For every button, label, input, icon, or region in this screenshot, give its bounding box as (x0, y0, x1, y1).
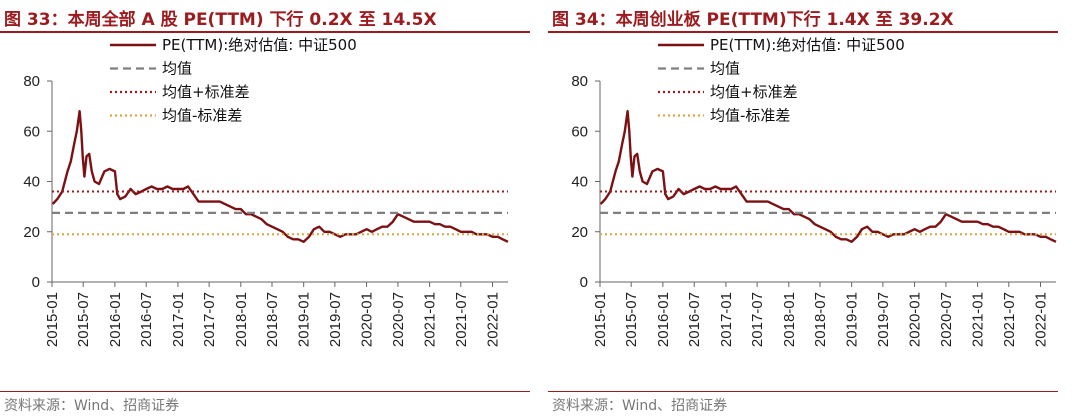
y-tick-label: 80 (571, 73, 588, 90)
x-tick-label: 2020-07 (938, 292, 955, 347)
source-rule (548, 391, 1058, 392)
x-tick-label: 2015-07 (623, 292, 640, 347)
x-tick-label: 2021-07 (1001, 292, 1018, 347)
legend-label: 均值-标准差 (162, 107, 242, 125)
title-rule (0, 31, 530, 33)
x-tick-label: 2022-01 (1032, 292, 1049, 347)
x-tick-label: 2017-01 (170, 292, 187, 347)
y-tick-label: 60 (571, 123, 588, 140)
y-tick-label: 20 (571, 224, 588, 241)
y-tick-label: 60 (23, 123, 40, 140)
line-chart-right: 0 20 40 60 80 2015-01 2015-07 2016-01 2016-07 201… (571, 36, 1057, 347)
y-tick-label: 0 (32, 274, 40, 291)
source-rule (0, 391, 530, 392)
x-tick-label: 2021-01 (970, 292, 987, 347)
x-tick-label: 2020-07 (390, 292, 407, 347)
chart-title: 图 34：本周创业板 PE(TTM)下行 1.4X 至 39.2X (552, 10, 954, 30)
series-line-pe-ttm (51, 109, 509, 244)
x-tick-label: 2019-07 (875, 292, 892, 347)
legend-label: 均值+标准差 (162, 83, 250, 101)
source-note: 资料来源：Wind、招商证券 (4, 398, 180, 414)
x-tick-label: 2018-07 (812, 292, 829, 347)
x-tick-label: 2018-01 (233, 292, 250, 347)
x-tick-label: 2016-01 (655, 292, 672, 347)
y-tick-label: 80 (23, 73, 40, 90)
x-tick-label: 2019-07 (327, 292, 344, 347)
x-tick-label: 2021-01 (422, 292, 439, 347)
legend-label: 均值 (710, 60, 740, 78)
chart-title: 图 33：本周全部 A 股 PE(TTM) 下行 0.2X 至 14.5X (4, 10, 437, 30)
y-tick-label: 0 (580, 274, 588, 291)
x-tick-label: 2018-01 (781, 292, 798, 347)
x-tick-label: 2017-01 (718, 292, 735, 347)
title-rule (548, 31, 1058, 33)
y-tick-label: 40 (571, 174, 588, 191)
line-chart-left: 0 20 40 60 80 2015-01 2015-07 2016-01 2016-07 201… (23, 36, 509, 347)
x-tick-label: 2017-07 (201, 292, 218, 347)
x-tick-label: 2015-07 (75, 292, 92, 347)
chart-panel-right: 图 34：本周创业板 PE(TTM)下行 1.4X 至 39.2X 0 20 40 6… (548, 0, 1080, 420)
x-tick-label: 2016-07 (686, 292, 703, 347)
x-tick-label: 2019-01 (296, 292, 313, 347)
x-tick-label: 2020-01 (359, 292, 376, 347)
x-tick-label: 2019-01 (844, 292, 861, 347)
x-tick-label: 2016-07 (138, 292, 155, 347)
x-tick-label: 2016-01 (107, 292, 124, 347)
x-tick-label: 2017-07 (749, 292, 766, 347)
series-line-pe-ttm (599, 109, 1057, 244)
legend-label: PE(TTM):绝对估值: 中证500 (162, 36, 357, 54)
y-tick-label: 20 (23, 224, 40, 241)
y-tick-label: 40 (23, 174, 40, 191)
x-tick-label: 2022-01 (484, 292, 501, 347)
x-tick-label: 2020-01 (907, 292, 924, 347)
x-tick-label: 2015-01 (44, 292, 61, 347)
legend-label: PE(TTM):绝对估值: 中证500 (710, 36, 905, 54)
x-tick-label: 2015-01 (592, 292, 609, 347)
x-tick-label: 2021-07 (453, 292, 470, 347)
legend-label: 均值-标准差 (710, 107, 790, 125)
legend-label: 均值+标准差 (710, 83, 798, 101)
x-tick-label: 2018-07 (264, 292, 281, 347)
legend-label: 均值 (162, 60, 192, 78)
source-note: 资料来源：Wind、招商证券 (552, 398, 728, 414)
